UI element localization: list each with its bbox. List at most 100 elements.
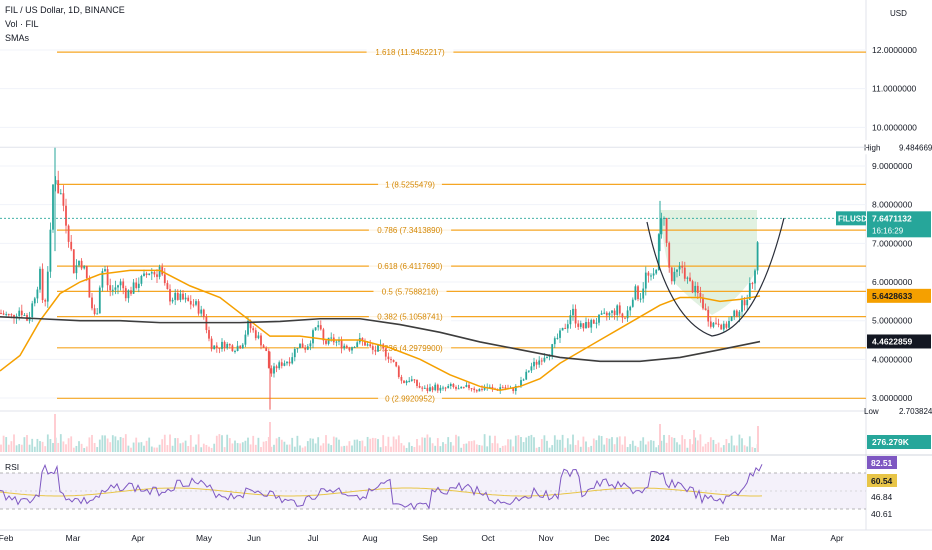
high-tag-label: High — [864, 143, 880, 152]
volume-bar — [135, 437, 138, 452]
volume-bar — [31, 438, 34, 452]
volume-bar — [322, 443, 325, 452]
candle-body — [600, 313, 603, 315]
y-tick-label: 6.0000000 — [872, 277, 912, 287]
rsi-tick-label: 46.84 — [871, 492, 893, 502]
volume-bar — [533, 437, 535, 452]
candle-body — [20, 310, 23, 316]
candle-body — [462, 386, 465, 388]
candle-body — [208, 330, 210, 339]
candle-body — [696, 285, 699, 293]
volume-bar — [239, 443, 242, 452]
volume-bar — [150, 446, 153, 452]
candle-body — [44, 300, 47, 302]
volume-bar — [496, 443, 499, 452]
volume-bar — [600, 436, 603, 452]
volume-bar — [145, 440, 148, 452]
candle-body — [421, 387, 424, 389]
candle-body — [75, 265, 78, 274]
candle-body — [678, 265, 681, 270]
volume-bar — [548, 447, 551, 452]
x-tick-label: Feb — [0, 533, 14, 543]
candle-body — [397, 366, 400, 377]
volume-bar — [96, 447, 99, 452]
volume-bar — [127, 445, 130, 452]
candle-body — [122, 281, 125, 289]
volume-bar — [325, 435, 327, 452]
sma-short-line — [0, 269, 761, 392]
volume-bar — [413, 447, 416, 452]
candle-body — [603, 312, 606, 314]
currency-label[interactable]: USD — [890, 9, 907, 18]
volume-bar — [221, 435, 223, 452]
volume-bar — [98, 439, 101, 452]
volume-indicator-label[interactable]: Vol · FIL — [5, 19, 39, 29]
sma-indicator-label[interactable]: SMAs — [5, 33, 30, 43]
candle-body — [148, 273, 151, 275]
candle-body — [213, 345, 216, 350]
candle-body — [7, 314, 10, 316]
volume-bar — [395, 439, 398, 452]
volume-bar — [634, 445, 637, 452]
candle-body — [314, 327, 317, 331]
candle-body — [301, 343, 304, 348]
volume-bar — [611, 437, 613, 452]
fib-label-bg — [368, 311, 452, 322]
volume-bar — [371, 437, 374, 452]
candle-body — [369, 344, 372, 347]
candle-body — [78, 260, 80, 266]
candle-body — [106, 269, 109, 286]
candle-body — [377, 345, 379, 352]
x-tick-label: Apr — [131, 533, 144, 543]
candle-body — [735, 310, 738, 317]
fib-level-label: 0.236 (4.2979900) — [377, 344, 443, 353]
candle-body — [546, 357, 548, 359]
volume-bar — [598, 435, 600, 452]
volume-bar — [338, 439, 340, 452]
candle-body — [205, 316, 208, 331]
volume-bar-spike — [269, 422, 271, 452]
volume-bar — [431, 443, 434, 452]
candle-body — [335, 341, 338, 343]
volume-bar — [587, 447, 590, 452]
candle-body — [49, 229, 52, 272]
volume-bar — [572, 434, 574, 452]
volume-bar-spike — [54, 414, 56, 452]
volume-bar — [109, 442, 112, 452]
candle-body — [291, 357, 294, 364]
volume-bar — [535, 447, 538, 452]
volume-bar — [460, 447, 463, 452]
low-tag-label: Low — [864, 407, 879, 416]
volume-bar — [579, 446, 582, 452]
candle-body — [444, 387, 447, 389]
candle-body — [548, 355, 551, 358]
candle-body — [405, 381, 408, 383]
volume-bar — [18, 444, 21, 452]
volume-bar — [699, 434, 702, 452]
volume-bar — [686, 447, 689, 452]
x-tick-label: Feb — [715, 533, 730, 543]
candle-body — [681, 265, 684, 268]
rsi-ma-value-bg — [867, 474, 897, 487]
x-tick-label: Sep — [422, 533, 437, 543]
volume-bar — [23, 437, 26, 452]
x-tick-label: Jul — [308, 533, 319, 543]
candle-body — [686, 277, 689, 279]
volume-bar — [46, 434, 49, 452]
volume-bar — [218, 434, 221, 452]
volume-bar-spike — [757, 426, 759, 452]
volume-bar — [296, 435, 299, 452]
volume-bar — [676, 442, 678, 452]
volume-bar — [353, 439, 356, 452]
candle-body — [361, 337, 364, 342]
volume-bar — [577, 440, 580, 452]
candle-body — [2, 313, 5, 315]
candle-body — [449, 384, 452, 387]
candle-body — [501, 387, 504, 389]
volume-bar — [215, 435, 218, 452]
volume-bar — [507, 439, 509, 452]
volume-bar — [629, 444, 632, 452]
volume-bar — [733, 445, 736, 452]
volume-bar — [605, 438, 608, 452]
